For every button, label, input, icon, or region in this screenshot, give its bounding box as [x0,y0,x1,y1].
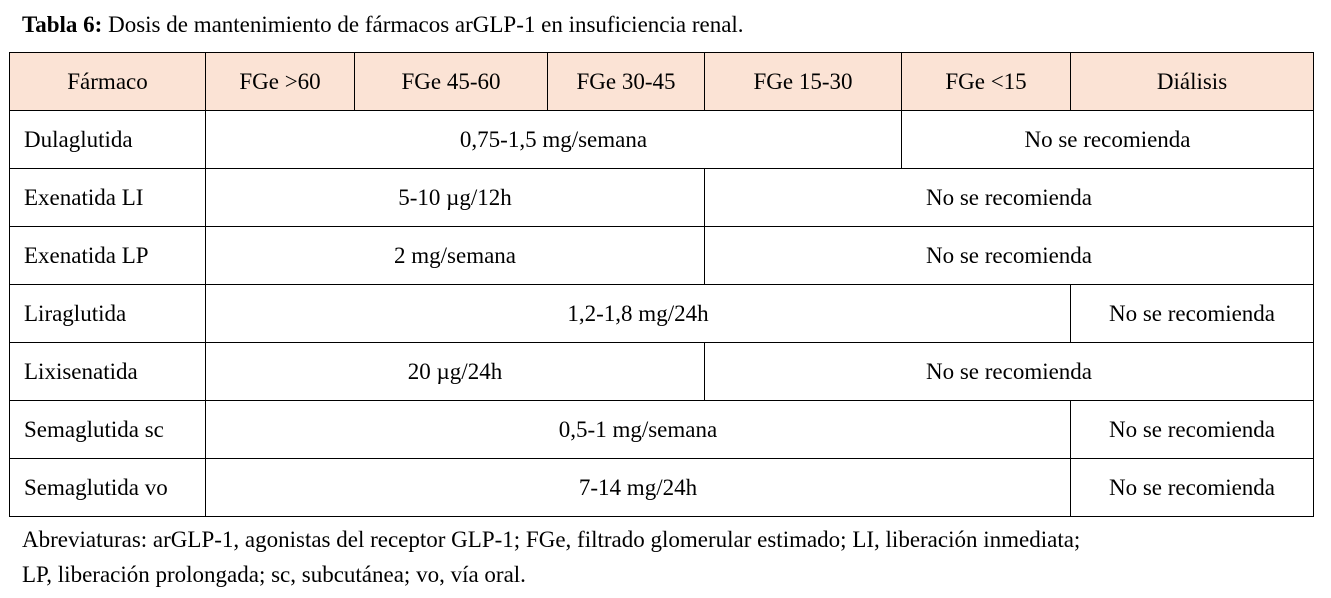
drug-name: Semaglutida sc [9,400,206,459]
header-row: Fármaco FGe >60 FGe 45-60 FGe 30-45 FGe … [9,52,1314,111]
not-recommended-cell: No se recomienda [901,110,1314,169]
footnote-line: Abreviaturas: arGLP-1, agonistas del rec… [22,527,1081,552]
drug-name: Exenatida LP [9,226,206,285]
table-caption: Tabla 6: Dosis de mantenimiento de fárma… [22,10,744,40]
not-recommended-cell: No se recomienda [704,168,1314,227]
drug-name: Semaglutida vo [9,458,206,517]
dosing-table: Fármaco FGe >60 FGe 45-60 FGe 30-45 FGe … [9,52,1314,517]
dose-cell: 0,5-1 mg/semana [205,400,1071,459]
header-fge-30-45: FGe 30-45 [547,52,705,111]
not-recommended-cell: No se recomienda [1070,400,1314,459]
dose-cell: 7-14 mg/24h [205,458,1071,517]
header-farmaco: Fármaco [9,52,206,111]
header-fge-gt60: FGe >60 [205,52,355,111]
table-row: Semaglutida vo 7-14 mg/24h No se recomie… [9,458,1314,517]
caption-label: Tabla 6: [22,12,103,37]
footnote-line: LP, liberación prolongada; sc, subcutáne… [22,562,526,587]
dose-cell: 1,2-1,8 mg/24h [205,284,1071,343]
abbreviations-footnote: Abreviaturas: arGLP-1, agonistas del rec… [22,522,1312,592]
dose-cell: 5-10 µg/12h [205,168,705,227]
dose-cell: 0,75-1,5 mg/semana [205,110,902,169]
not-recommended-cell: No se recomienda [704,342,1314,401]
header-fge-15-30: FGe 15-30 [704,52,902,111]
table-row: Dulaglutida 0,75-1,5 mg/semana No se rec… [9,110,1314,169]
header-fge-45-60: FGe 45-60 [354,52,548,111]
table-row: Liraglutida 1,2-1,8 mg/24h No se recomie… [9,284,1314,343]
not-recommended-cell: No se recomienda [1070,458,1314,517]
table-row: Lixisenatida 20 µg/24h No se recomienda [9,342,1314,401]
dose-cell: 20 µg/24h [205,342,705,401]
drug-name: Liraglutida [9,284,206,343]
drug-name: Dulaglutida [9,110,206,169]
dose-cell: 2 mg/semana [205,226,705,285]
header-fge-lt15: FGe <15 [901,52,1071,111]
table-row: Exenatida LP 2 mg/semana No se recomiend… [9,226,1314,285]
drug-name: Lixisenatida [9,342,206,401]
caption-text: Dosis de mantenimiento de fármacos arGLP… [102,12,744,37]
table-row: Exenatida LI 5-10 µg/12h No se recomiend… [9,168,1314,227]
header-dialisis: Diálisis [1070,52,1314,111]
table-row: Semaglutida sc 0,5-1 mg/semana No se rec… [9,400,1314,459]
not-recommended-cell: No se recomienda [1070,284,1314,343]
not-recommended-cell: No se recomienda [704,226,1314,285]
drug-name: Exenatida LI [9,168,206,227]
